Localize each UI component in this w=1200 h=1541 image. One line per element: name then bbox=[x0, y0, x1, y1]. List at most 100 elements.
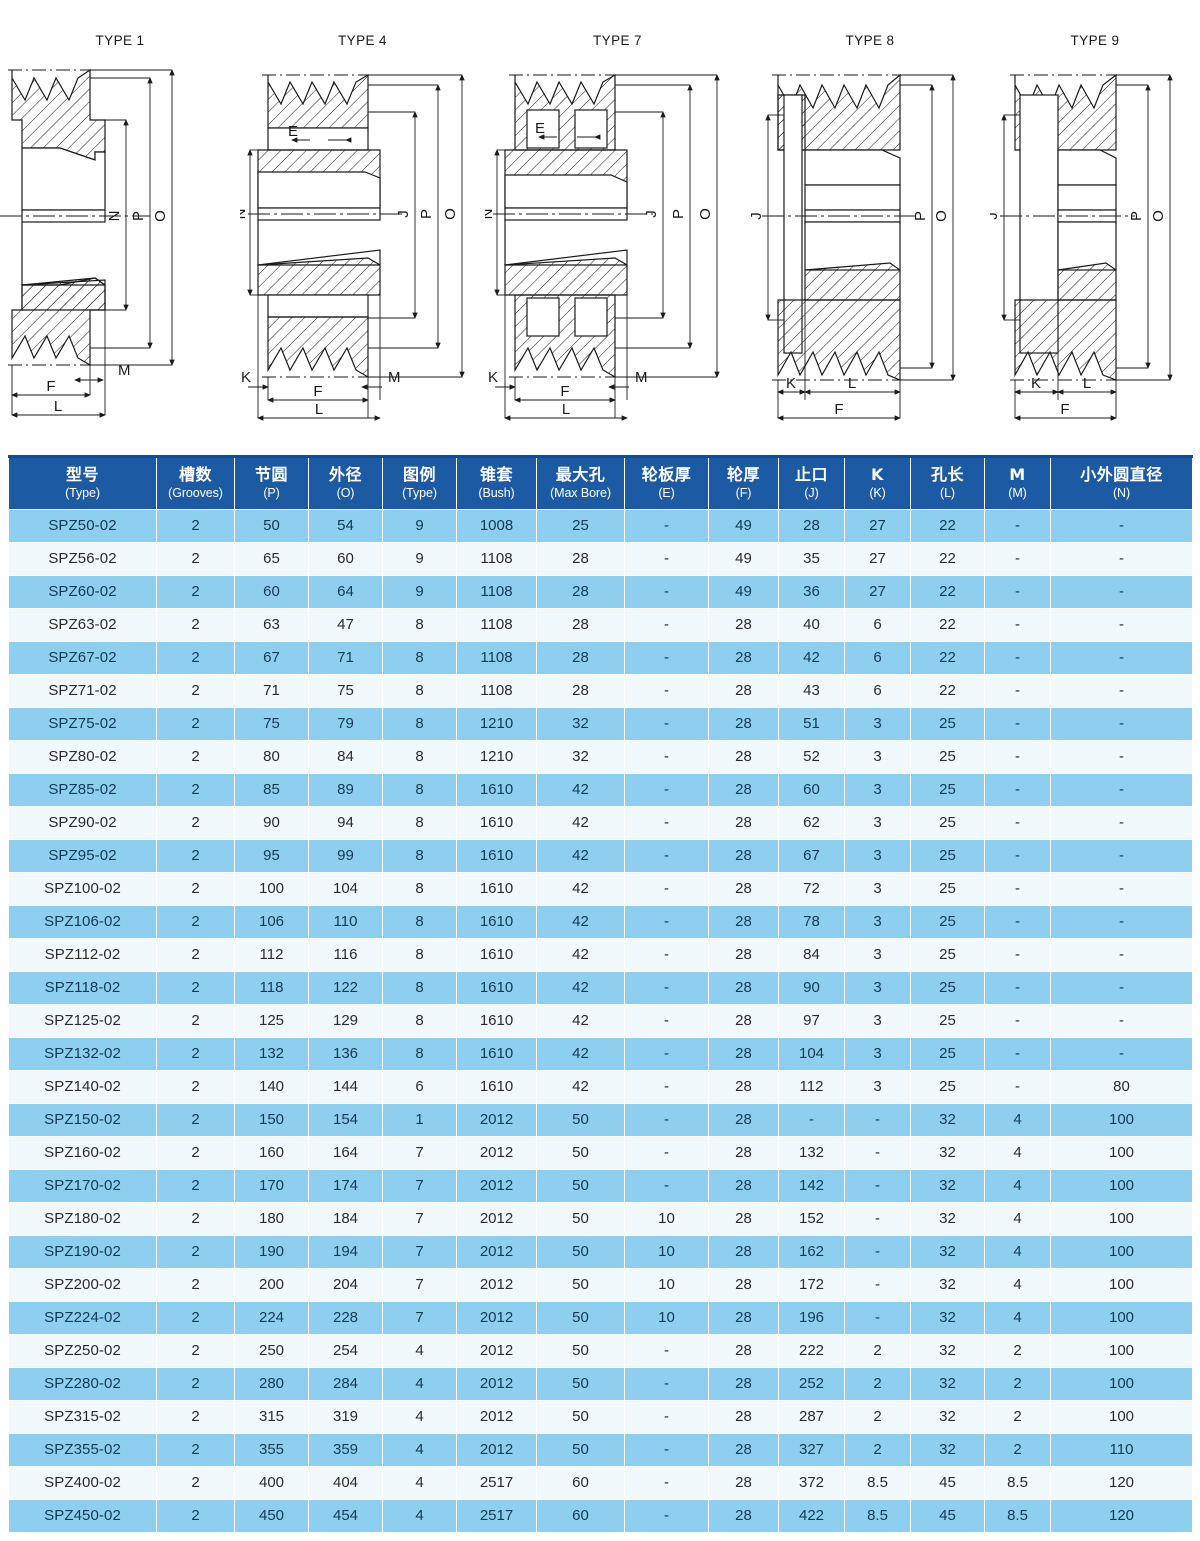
cell-value: 100 bbox=[1050, 1201, 1193, 1236]
cell-value: 110 bbox=[1050, 1432, 1193, 1467]
cell-value: 136 bbox=[308, 1036, 383, 1071]
cell-value: 132 bbox=[234, 1036, 309, 1071]
cell-value: 22 bbox=[910, 607, 985, 642]
table-row: SPZ118-02 2 118 122 8 1610 42-28 90 3 25- - bbox=[8, 970, 1193, 1005]
dimension-label-P: P bbox=[912, 211, 929, 221]
column-header-cn: 止口 bbox=[794, 465, 828, 484]
cell-value: 315 bbox=[234, 1399, 309, 1434]
cell-value: 45 bbox=[910, 1465, 985, 1500]
cell-model: SPZ150-02 bbox=[8, 1102, 157, 1137]
cell-value: 40 bbox=[778, 607, 845, 642]
cell-value: - bbox=[1050, 970, 1193, 1005]
cell-model: SPZ450-02 bbox=[8, 1498, 157, 1533]
cell-value: 36 bbox=[778, 574, 845, 609]
cell-value: 2 bbox=[156, 607, 235, 642]
diagram-title: TYPE 8 bbox=[845, 33, 895, 48]
table-row: SPZ315-02 2 315 319 4 2012 50-28 287 2 32 2 100 bbox=[8, 1399, 1193, 1434]
cell-value: - bbox=[1050, 673, 1193, 708]
cell-value: 152 bbox=[778, 1201, 845, 1236]
cell-value: 2 bbox=[156, 937, 235, 972]
cell-value: 174 bbox=[308, 1168, 383, 1203]
cell-value: 50 bbox=[536, 1366, 625, 1401]
cell-value: - bbox=[1050, 772, 1193, 807]
dimension-label-O: O bbox=[697, 208, 714, 220]
cell-value: 4 bbox=[984, 1300, 1051, 1335]
cell-value: 28 bbox=[708, 1234, 779, 1269]
cell-value: 99 bbox=[308, 838, 383, 873]
cell-model: SPZ50-02 bbox=[8, 508, 157, 543]
cell-value: 2517 bbox=[456, 1498, 537, 1533]
cell-value: 204 bbox=[308, 1267, 383, 1302]
cell-value: 200 bbox=[234, 1267, 309, 1302]
cell-value: 62 bbox=[778, 805, 845, 840]
dimension-label-L: L bbox=[315, 401, 323, 418]
cell-model: SPZ75-02 bbox=[8, 706, 157, 741]
cell-value: 1610 bbox=[456, 1036, 537, 1071]
cell-value: 3 bbox=[844, 838, 911, 873]
column-header-cn: 最大孔 bbox=[555, 465, 606, 484]
cell-value: - bbox=[844, 1102, 911, 1137]
dimension-label-O: O bbox=[152, 210, 169, 222]
cell-value: - bbox=[984, 640, 1051, 675]
dimension-label-O: O bbox=[933, 210, 950, 222]
cell-value: 2 bbox=[156, 1003, 235, 1038]
diagram-type-4: TYPE 4 bbox=[240, 0, 485, 455]
cell-value: 84 bbox=[778, 937, 845, 972]
table-row: SPZ450-02 2 450 454 4 2517 60-28 422 8.5 45 8.5 120 bbox=[8, 1498, 1193, 1533]
cell-value: 280 bbox=[234, 1366, 309, 1401]
cell-value: - bbox=[984, 937, 1051, 972]
dimension-label-F: F bbox=[560, 383, 569, 400]
table-row: SPZ132-02 2 132 136 8 1610 42-28 104 3 25- - bbox=[8, 1036, 1193, 1071]
cell-value: 50 bbox=[536, 1267, 625, 1302]
cell-value: 2 bbox=[156, 772, 235, 807]
column-header-2: 节圆 (P) bbox=[234, 455, 309, 510]
cell-value: 2 bbox=[156, 1399, 235, 1434]
cell-value: - bbox=[1050, 640, 1193, 675]
cell-value: 2012 bbox=[456, 1168, 537, 1203]
cell-value: 28 bbox=[708, 640, 779, 675]
cell-value: 1610 bbox=[456, 805, 537, 840]
cell-value: 25 bbox=[910, 739, 985, 774]
dimension-label-J: J bbox=[750, 212, 765, 220]
cell-value: 2012 bbox=[456, 1135, 537, 1170]
cell-value: 104 bbox=[778, 1036, 845, 1071]
cell-value: - bbox=[1050, 871, 1193, 906]
cell-value: 50 bbox=[536, 1102, 625, 1137]
cell-value: 2 bbox=[156, 739, 235, 774]
column-header-en: (Grooves) bbox=[168, 485, 223, 500]
cell-value: 170 bbox=[234, 1168, 309, 1203]
diagram-title: TYPE 1 bbox=[95, 33, 145, 48]
cell-value: 4 bbox=[984, 1201, 1051, 1236]
cell-value: 28 bbox=[708, 607, 779, 642]
cell-model: SPZ85-02 bbox=[8, 772, 157, 807]
cell-value: 8 bbox=[382, 640, 457, 675]
cell-value: - bbox=[844, 1168, 911, 1203]
cell-value: 2 bbox=[156, 805, 235, 840]
cell-value: - bbox=[624, 1036, 709, 1071]
dimension-label-L: L bbox=[562, 401, 570, 418]
cell-value: 2012 bbox=[456, 1432, 537, 1467]
cell-value: 25 bbox=[910, 805, 985, 840]
cell-value: 28 bbox=[708, 1036, 779, 1071]
cell-value: 63 bbox=[234, 607, 309, 642]
spec-table-wrapper: 型号 (Type) 槽数 (Grooves) 节圆 (P) 外径 (O) 图例 (Type) 锥套(… bbox=[0, 455, 1200, 1541]
cell-value: 2012 bbox=[456, 1399, 537, 1434]
cell-value: 100 bbox=[1050, 1168, 1193, 1203]
cell-value: 49 bbox=[708, 508, 779, 543]
cell-value: 32 bbox=[910, 1135, 985, 1170]
column-header-7: 轮板厚 (E) bbox=[624, 455, 709, 510]
cell-value: 194 bbox=[308, 1234, 383, 1269]
cell-value: 25 bbox=[910, 1003, 985, 1038]
cell-value: 120 bbox=[1050, 1465, 1193, 1500]
cell-value: 50 bbox=[536, 1135, 625, 1170]
cell-value: 2012 bbox=[456, 1102, 537, 1137]
dimension-label-K: K bbox=[786, 375, 796, 392]
cell-value: 9 bbox=[382, 508, 457, 543]
cell-value: 8 bbox=[382, 673, 457, 708]
column-header-11: 孔长 (L) bbox=[910, 455, 985, 510]
column-header-en: (K) bbox=[869, 485, 886, 500]
cell-model: SPZ60-02 bbox=[8, 574, 157, 609]
type-1-drawing: N P O M F L bbox=[0, 68, 175, 418]
cell-value: 1610 bbox=[456, 904, 537, 939]
